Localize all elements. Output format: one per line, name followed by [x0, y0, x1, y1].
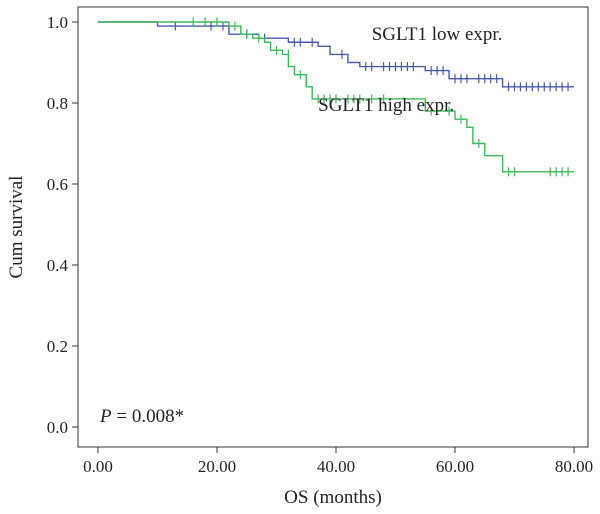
y-tick-label: 1.0	[47, 13, 68, 32]
x-tick-label: 20.00	[198, 457, 236, 476]
y-axis: 0.0 0.2 0.4 0.6 0.8 1.0	[47, 13, 78, 437]
p-value-annotation: P = 0.008*	[99, 406, 184, 427]
y-axis-label: Cum survival	[6, 176, 27, 279]
y-tick-label: 0.4	[47, 256, 69, 275]
y-tick-label: 0.0	[47, 418, 68, 437]
p-symbol: P	[99, 406, 112, 427]
x-tick-label: 0.00	[83, 457, 113, 476]
series-label: SGLT1 low expr.	[372, 24, 503, 45]
x-axis: 0.00 20.00 40.00 60.00 80.00	[83, 447, 593, 476]
x-tick-label: 80.00	[555, 457, 593, 476]
plot-border	[77, 6, 589, 448]
series-label: SGLT1 high expr.	[318, 95, 454, 116]
p-value-text: = 0.008*	[112, 406, 184, 427]
series-high: SGLT1 high expr.	[98, 17, 574, 177]
y-tick-label: 0.2	[47, 337, 68, 356]
y-tick-label: 0.6	[47, 175, 68, 194]
survival-curve	[98, 21, 574, 88]
series-low: SGLT1 low expr.	[98, 21, 574, 92]
x-axis-label: OS (months)	[284, 487, 382, 508]
y-tick-label: 0.8	[47, 94, 68, 113]
series-layer: SGLT1 low expr. SGLT1 high expr.	[98, 17, 574, 177]
x-tick-label: 40.00	[317, 457, 355, 476]
plot-frame	[77, 6, 589, 448]
x-tick-label: 60.00	[436, 457, 474, 476]
